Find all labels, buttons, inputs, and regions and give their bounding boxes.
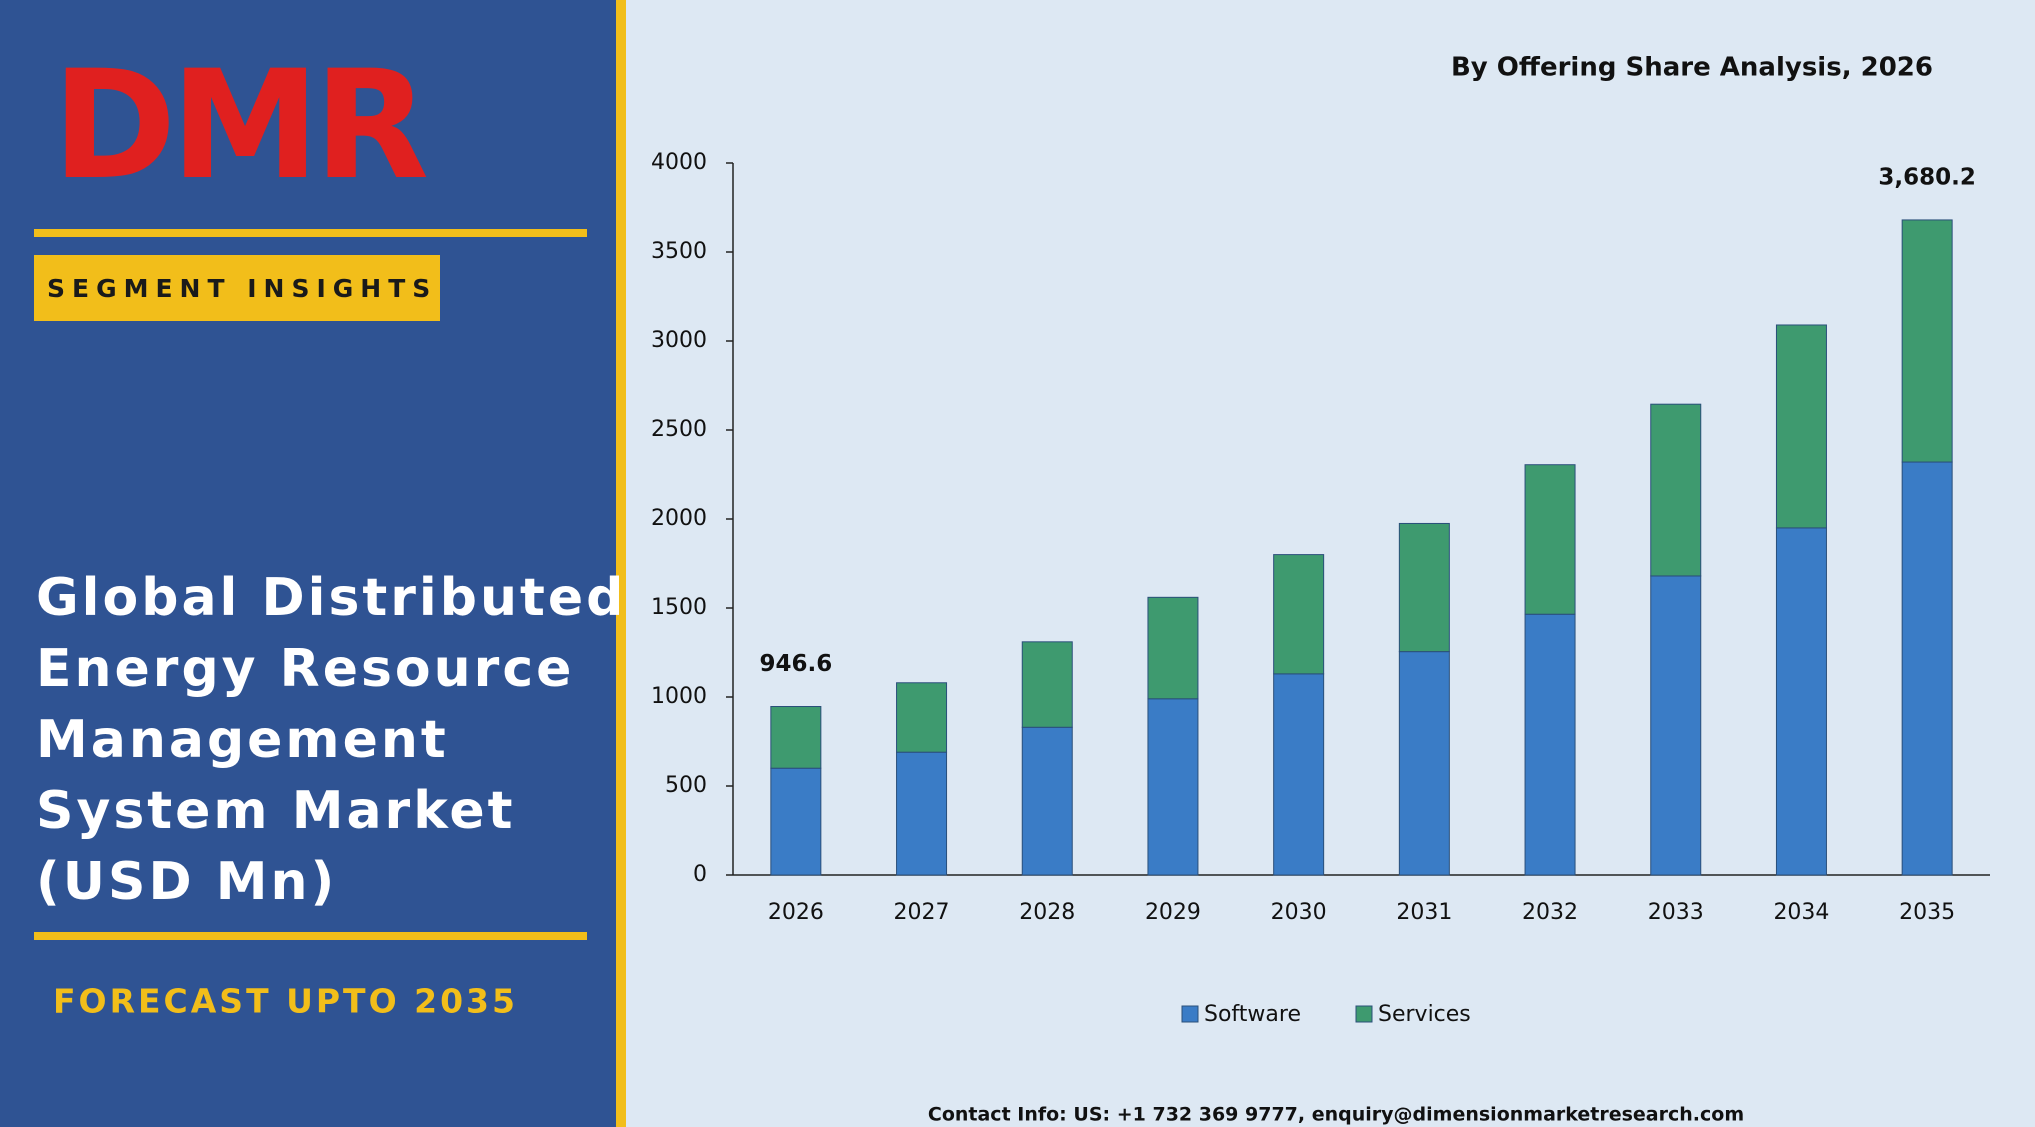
y-tick-label: 3500 [651, 239, 707, 264]
x-tick-label: 2035 [1899, 900, 1955, 925]
bar-segment [1901, 461, 1953, 876]
y-tick-label: 3000 [651, 328, 707, 353]
x-tick-label: 2030 [1271, 900, 1327, 925]
bar-segment [1775, 324, 1827, 529]
legend-label: Services [1378, 1002, 1471, 1027]
bar-segment [1273, 673, 1325, 876]
panel-title-line: Management [36, 710, 449, 770]
badge: SEGMENT INSIGHTS [47, 274, 437, 303]
contact: Contact Info: US: +1 732 369 9777, enqui… [928, 1104, 1744, 1126]
chart-title: By Offering Share Analysis, 2026 [1451, 53, 1933, 83]
total-label: 946.6 [759, 651, 832, 677]
total-label: 3,680.2 [1878, 164, 1976, 190]
bar-segment [896, 751, 948, 876]
bar-segment [1524, 464, 1576, 615]
bar-segment [1021, 641, 1073, 728]
bar-segment [1650, 575, 1702, 876]
x-tick-label: 2031 [1396, 900, 1452, 925]
logo: DMR [52, 39, 427, 213]
panel-title-line: Global Distributed [36, 568, 626, 628]
forecast: FORECAST UPTO 2035 [53, 982, 518, 1021]
bar-segment [1901, 219, 1953, 463]
panel-stripe [616, 0, 626, 1127]
y-tick-label: 500 [665, 773, 707, 798]
bar-segment [1398, 651, 1450, 876]
y-tick-label: 4000 [651, 150, 707, 175]
panel-title-line: System Market [36, 781, 516, 841]
bar-segment [1021, 726, 1073, 876]
bar-segment [770, 767, 822, 876]
y-tick-label: 1500 [651, 595, 707, 620]
legend-swatch [1181, 1005, 1199, 1023]
badge-box [34, 255, 440, 321]
y-tick-label: 1000 [651, 684, 707, 709]
bar-segment [1147, 596, 1199, 700]
panel-title-line: (USD Mn) [36, 852, 337, 912]
legend-swatch [1355, 1005, 1373, 1023]
y-tick-label: 2000 [651, 506, 707, 531]
x-tick-label: 2028 [1019, 900, 1075, 925]
x-tick-label: 2033 [1648, 900, 1704, 925]
bar-segment [1147, 698, 1199, 876]
x-tick-label: 2029 [1145, 900, 1201, 925]
legend-label: Software [1204, 1002, 1301, 1027]
divider [34, 932, 587, 940]
y-tick-label: 0 [693, 862, 707, 887]
bar-segment [1775, 527, 1827, 876]
bar-segment [1524, 613, 1576, 876]
bar-segment [896, 682, 948, 753]
bar-segment [1273, 554, 1325, 675]
x-tick-label: 2027 [894, 900, 950, 925]
x-tick-label: 2026 [768, 900, 824, 925]
bar-segment [1650, 403, 1702, 577]
divider [34, 229, 587, 237]
panel-title: Global Distributed Energy Resource Managem… [36, 568, 626, 912]
x-tick-label: 2034 [1773, 900, 1829, 925]
x-tick-label: 2032 [1522, 900, 1578, 925]
bar-segment [1398, 522, 1450, 653]
panel-title-line: Energy Resource [36, 639, 574, 699]
bar-segment [770, 706, 822, 769]
y-tick-label: 2500 [651, 417, 707, 442]
